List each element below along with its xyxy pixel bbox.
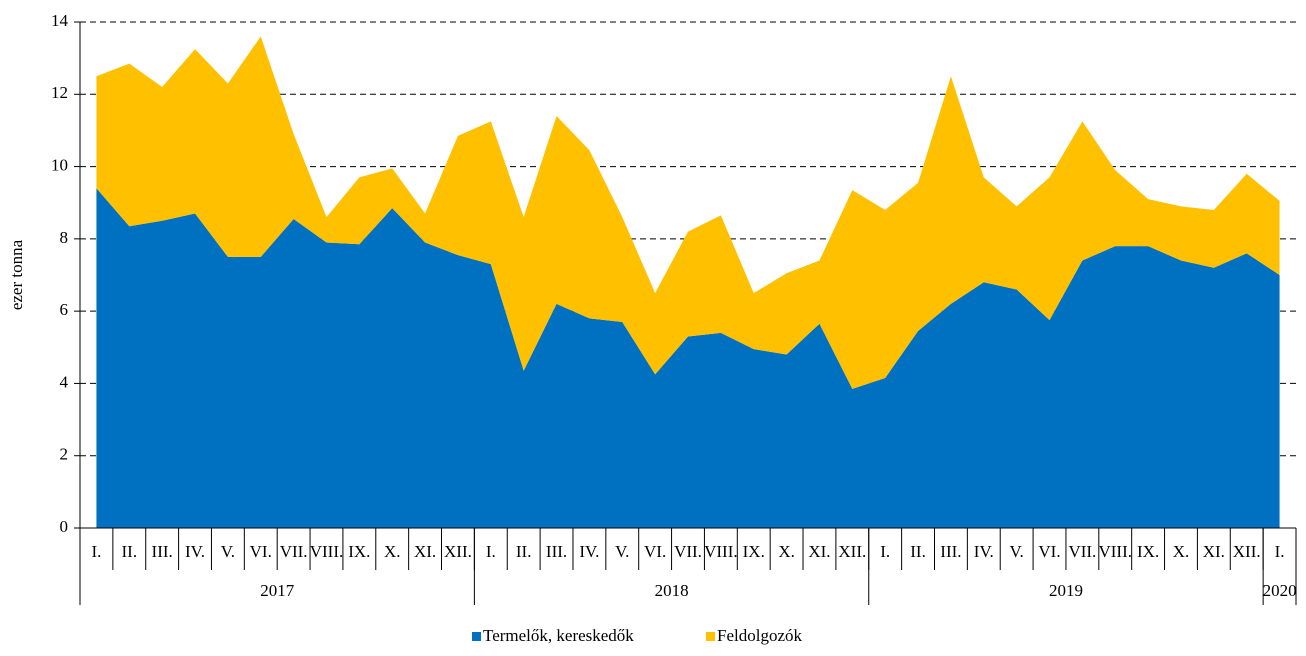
x-tick-label: VII. (1068, 542, 1096, 561)
x-tick-label: IV. (185, 542, 205, 561)
y-tick-label: 8 (60, 228, 69, 247)
x-tick-label: X. (778, 542, 795, 561)
x-tick-label: II. (516, 542, 532, 561)
y-tick-label: 2 (60, 445, 69, 464)
x-tick-label: III. (546, 542, 567, 561)
legend-label: Feldolgozók (717, 626, 802, 645)
x-tick-label: I. (880, 542, 890, 561)
x-tick-label: V. (221, 542, 235, 561)
y-axis-label: ezer tonna (7, 239, 26, 310)
x-tick-label: VI. (644, 542, 666, 561)
area (96, 188, 1280, 528)
x-tick-label: VII. (674, 542, 702, 561)
x-tick-label: II. (910, 542, 926, 561)
legend-swatch (472, 632, 481, 641)
x-tick-label: VIII. (1098, 542, 1132, 561)
y-tick-label: 10 (51, 155, 68, 174)
x-tick-label: VI. (1038, 542, 1060, 561)
x-tick-label: VIII. (310, 542, 344, 561)
x-tick-label: V. (1009, 542, 1023, 561)
x-tick-label: VIII. (704, 542, 738, 561)
y-tick-label: 12 (51, 83, 68, 102)
x-tick-label: X. (384, 542, 401, 561)
x-tick-label: I. (1275, 542, 1285, 561)
x-tick-label: III. (152, 542, 173, 561)
y-tick-label: 4 (60, 372, 69, 391)
x-tick-label: XII. (838, 542, 866, 561)
y-tick-label: 0 (60, 517, 69, 536)
x-tick-label: XI. (808, 542, 830, 561)
x-tick-label: IX. (1137, 542, 1159, 561)
x-tick-label: II. (122, 542, 138, 561)
group-label: 2017 (260, 581, 295, 600)
x-tick-label: IV. (579, 542, 599, 561)
x-tick-label: IX. (348, 542, 370, 561)
x-tick-label: IX. (743, 542, 765, 561)
x-tick-label: XI. (1203, 542, 1225, 561)
y-tick-label: 14 (51, 11, 69, 30)
x-tick-label: XII. (444, 542, 472, 561)
x-tick-label: I. (486, 542, 496, 561)
legend-swatch (706, 632, 715, 641)
x-tick-label: XII. (1233, 542, 1261, 561)
x-tick-label: X. (1173, 542, 1190, 561)
y-tick-label: 6 (60, 300, 69, 319)
group-label: 2019 (1049, 581, 1083, 600)
x-tick-label: VII. (280, 542, 308, 561)
x-tick-label: I. (91, 542, 101, 561)
area (96, 36, 1280, 389)
legend-label: Termelők, kereskedők (483, 626, 634, 645)
x-tick-label: VI. (250, 542, 272, 561)
group-label: 2018 (655, 581, 689, 600)
x-tick-label: IV. (974, 542, 994, 561)
x-tick-label: V. (615, 542, 629, 561)
group-label: 2020 (1263, 581, 1297, 600)
x-tick-label: XI. (414, 542, 436, 561)
x-tick-label: III. (940, 542, 961, 561)
